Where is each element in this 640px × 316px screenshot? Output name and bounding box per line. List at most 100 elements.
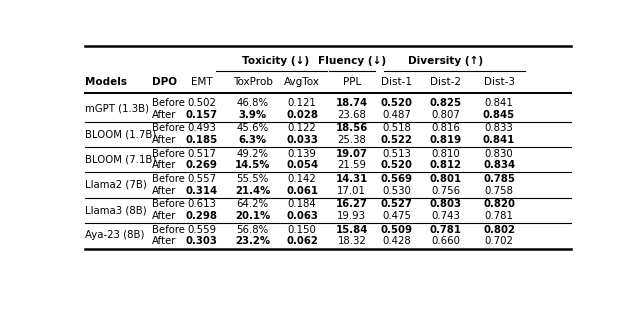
- Text: 0.303: 0.303: [186, 236, 218, 246]
- Text: 46.8%: 46.8%: [237, 98, 269, 108]
- Text: 20.1%: 20.1%: [235, 211, 270, 221]
- Text: 0.061: 0.061: [286, 186, 318, 196]
- Text: 0.660: 0.660: [431, 236, 460, 246]
- Text: 0.758: 0.758: [484, 186, 514, 196]
- Text: 0.185: 0.185: [186, 135, 218, 145]
- Text: After: After: [152, 211, 176, 221]
- Text: 0.819: 0.819: [429, 135, 461, 145]
- Text: 0.820: 0.820: [483, 199, 515, 210]
- Text: After: After: [152, 186, 176, 196]
- Text: Aya-23 (8B): Aya-23 (8B): [85, 230, 145, 240]
- Text: 45.6%: 45.6%: [237, 124, 269, 133]
- Text: 19.07: 19.07: [336, 149, 368, 159]
- Text: BLOOM (1.7B): BLOOM (1.7B): [85, 129, 156, 139]
- Text: Dist-1: Dist-1: [381, 77, 412, 87]
- Text: 0.841: 0.841: [484, 98, 513, 108]
- Text: Fluency (↓): Fluency (↓): [317, 56, 386, 66]
- Text: 0.557: 0.557: [187, 174, 216, 184]
- Text: 6.3%: 6.3%: [239, 135, 267, 145]
- Text: 0.520: 0.520: [380, 161, 412, 170]
- Text: 0.520: 0.520: [380, 98, 412, 108]
- Text: 0.298: 0.298: [186, 211, 218, 221]
- Text: 56.8%: 56.8%: [237, 225, 269, 235]
- Text: 0.743: 0.743: [431, 211, 460, 221]
- Text: 0.269: 0.269: [186, 161, 218, 170]
- Text: 0.502: 0.502: [187, 98, 216, 108]
- Text: DPO: DPO: [152, 77, 177, 87]
- Text: 0.428: 0.428: [382, 236, 411, 246]
- Text: EMT: EMT: [191, 77, 212, 87]
- Text: 0.142: 0.142: [288, 174, 317, 184]
- Text: After: After: [152, 110, 176, 120]
- Text: Before: Before: [152, 174, 185, 184]
- Text: 0.803: 0.803: [429, 199, 461, 210]
- Text: After: After: [152, 135, 176, 145]
- Text: 0.559: 0.559: [187, 225, 216, 235]
- Text: 0.530: 0.530: [382, 186, 411, 196]
- Text: 18.32: 18.32: [337, 236, 366, 246]
- Text: 0.569: 0.569: [380, 174, 412, 184]
- Text: 0.781: 0.781: [484, 211, 513, 221]
- Text: 0.702: 0.702: [484, 236, 513, 246]
- Text: 0.807: 0.807: [431, 110, 460, 120]
- Text: After: After: [152, 161, 176, 170]
- Text: 21.59: 21.59: [337, 161, 366, 170]
- Text: 23.2%: 23.2%: [235, 236, 270, 246]
- Text: Dist-2: Dist-2: [430, 77, 461, 87]
- Text: 0.184: 0.184: [288, 199, 317, 210]
- Text: 0.816: 0.816: [431, 124, 460, 133]
- Text: 0.833: 0.833: [484, 124, 513, 133]
- Text: 0.830: 0.830: [484, 149, 513, 159]
- Text: 18.56: 18.56: [336, 124, 368, 133]
- Text: 0.513: 0.513: [382, 149, 411, 159]
- Text: 0.613: 0.613: [187, 199, 216, 210]
- Text: Toxicity (↓): Toxicity (↓): [243, 56, 310, 66]
- Text: 19.93: 19.93: [337, 211, 366, 221]
- Text: 55.5%: 55.5%: [237, 174, 269, 184]
- Text: 25.38: 25.38: [337, 135, 366, 145]
- Text: After: After: [152, 236, 176, 246]
- Text: 14.5%: 14.5%: [235, 161, 270, 170]
- Text: mGPT (1.3B): mGPT (1.3B): [85, 104, 149, 114]
- Text: 49.2%: 49.2%: [237, 149, 269, 159]
- Text: 0.845: 0.845: [483, 110, 515, 120]
- Text: 18.74: 18.74: [336, 98, 368, 108]
- Text: 0.802: 0.802: [483, 225, 515, 235]
- Text: Before: Before: [152, 199, 185, 210]
- Text: 14.31: 14.31: [336, 174, 368, 184]
- Text: 0.781: 0.781: [429, 225, 461, 235]
- Text: 0.033: 0.033: [286, 135, 318, 145]
- Text: 0.785: 0.785: [483, 174, 515, 184]
- Text: 0.121: 0.121: [288, 98, 317, 108]
- Text: BLOOM (7.1B): BLOOM (7.1B): [85, 155, 156, 165]
- Text: 0.122: 0.122: [288, 124, 317, 133]
- Text: 0.139: 0.139: [288, 149, 317, 159]
- Text: Dist-3: Dist-3: [484, 77, 515, 87]
- Text: Diversity (↑): Diversity (↑): [408, 56, 483, 66]
- Text: 0.487: 0.487: [382, 110, 411, 120]
- Text: 0.518: 0.518: [382, 124, 411, 133]
- Text: AvgTox: AvgTox: [284, 77, 320, 87]
- Text: 0.314: 0.314: [186, 186, 218, 196]
- Text: 17.01: 17.01: [337, 186, 366, 196]
- Text: 0.028: 0.028: [286, 110, 318, 120]
- Text: 0.834: 0.834: [483, 161, 515, 170]
- Text: 0.527: 0.527: [381, 199, 412, 210]
- Text: ToxProb: ToxProb: [233, 77, 273, 87]
- Text: 0.062: 0.062: [286, 236, 318, 246]
- Text: 0.493: 0.493: [187, 124, 216, 133]
- Text: 0.522: 0.522: [380, 135, 412, 145]
- Text: Before: Before: [152, 149, 185, 159]
- Text: 0.825: 0.825: [429, 98, 461, 108]
- Text: 0.509: 0.509: [380, 225, 412, 235]
- Text: 15.84: 15.84: [335, 225, 368, 235]
- Text: PPL: PPL: [342, 77, 361, 87]
- Text: Before: Before: [152, 225, 185, 235]
- Text: 0.054: 0.054: [286, 161, 318, 170]
- Text: 64.2%: 64.2%: [237, 199, 269, 210]
- Text: Llama2 (7B): Llama2 (7B): [85, 180, 147, 190]
- Text: 0.756: 0.756: [431, 186, 460, 196]
- Text: 0.517: 0.517: [187, 149, 216, 159]
- Text: 0.150: 0.150: [288, 225, 317, 235]
- Text: 0.801: 0.801: [429, 174, 461, 184]
